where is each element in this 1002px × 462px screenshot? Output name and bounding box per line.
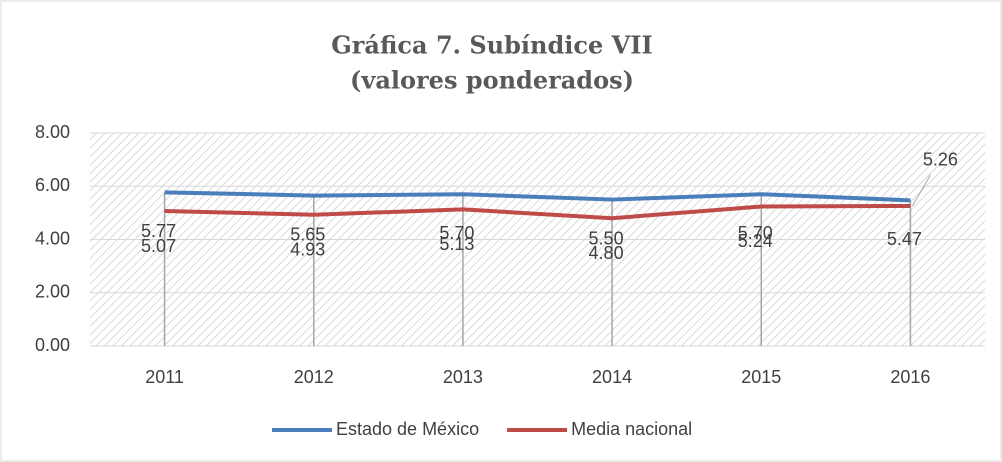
leader-line [911, 174, 931, 207]
chart-subtitle: (valores ponderados) [350, 66, 634, 95]
y-tick-label: 2.00 [35, 282, 70, 302]
data-label: 5.65 [290, 224, 325, 244]
x-tick-label: 2012 [294, 367, 334, 387]
x-tick-label: 2014 [592, 367, 632, 387]
data-label: 5.70 [738, 223, 773, 243]
x-tick-label: 2013 [443, 367, 483, 387]
legend-label: Media nacional [571, 419, 692, 439]
y-tick-label: 8.00 [35, 122, 70, 142]
data-label: 5.47 [887, 229, 922, 249]
data-label: 5.50 [589, 228, 624, 248]
data-label: 5.13 [439, 234, 474, 254]
data-label: 4.93 [290, 239, 325, 259]
data-label: 5.07 [141, 236, 176, 256]
legend-label: Estado de México [336, 419, 479, 439]
data-label: 4.80 [589, 243, 624, 263]
x-tick-label: 2011 [145, 367, 184, 387]
series-line [164, 203, 911, 221]
data-label: 5.24 [738, 231, 773, 251]
x-tick-label: 2016 [890, 367, 930, 387]
y-tick-label: 4.00 [35, 228, 70, 248]
series-line [164, 190, 911, 203]
y-tick-label: 0.00 [35, 335, 70, 355]
data-label: 5.77 [141, 221, 176, 241]
x-tick-label: 2015 [741, 367, 781, 387]
data-label: 5.70 [439, 223, 474, 243]
y-tick-label: 6.00 [35, 175, 70, 195]
data-label: 5.26 [923, 150, 958, 170]
chart-title: Gráfica 7. Subíndice VII [331, 31, 652, 60]
